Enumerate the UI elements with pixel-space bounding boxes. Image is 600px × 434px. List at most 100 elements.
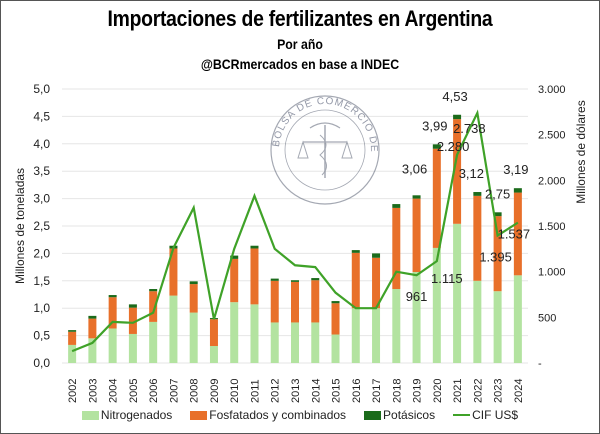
x-tick-label: 2006 [148, 379, 160, 403]
left-axis-label: Millones de toneladas [13, 168, 27, 284]
bar-potasicos [108, 295, 117, 298]
y-tick-label: 3,0 [33, 192, 50, 206]
x-tick-label: 2017 [371, 379, 383, 403]
right-axis-label: Millones de dólares [574, 100, 588, 203]
bar-fosfatados [372, 257, 381, 309]
bar-fosfatados [412, 198, 421, 273]
y-tick-label: 2,5 [33, 219, 50, 233]
bar-nitrogenados [372, 308, 381, 363]
bar-fosfatados [189, 284, 198, 313]
legend-item-nitrogenados: Nitrogenados [81, 408, 173, 422]
cif-value-label: 2.280 [437, 139, 470, 154]
bar-potasicos [351, 250, 360, 253]
bar-nitrogenados [291, 322, 299, 363]
x-tick-label: 2024 [513, 379, 525, 403]
y-tick-label: 1,5 [33, 274, 50, 288]
x-tick-label: 2012 [270, 379, 282, 403]
bar-potasicos [88, 315, 97, 319]
legend-swatch-cif [453, 414, 471, 416]
y-tick-label: 1,0 [33, 301, 50, 315]
bar-fosfatados [230, 258, 239, 303]
bar-nitrogenados [189, 312, 198, 363]
bcr-seal-logo: BOLSA DE COMERCIO DE ROSARIO [0, 0, 380, 205]
bar-fosfatados [291, 281, 299, 323]
watermark-text: BOLSA DE COMERCIO DE ROSARIO [0, 0, 379, 153]
cif-value-label: 2.738 [453, 121, 486, 136]
bar-potasicos [473, 192, 482, 196]
total-label: 2,75 [485, 186, 510, 201]
bar-nitrogenados [453, 223, 462, 363]
bar-potasicos [128, 304, 137, 308]
left-axis-ticks: 0,0 0,5 1,0 1,5 2,0 2,5 3,0 3,5 4,0 4,5 5,0 [33, 82, 50, 370]
x-tick-label: 2013 [290, 379, 302, 403]
x-tick-label: 2018 [391, 379, 403, 403]
x-tick-label: 2016 [351, 379, 363, 403]
legend-swatch-potasicos [364, 410, 382, 420]
bar-fosfatados [149, 291, 158, 322]
total-label: 4,53 [442, 89, 467, 104]
cif-value-label: 1.537 [498, 227, 531, 242]
bar-nitrogenados [412, 272, 421, 363]
bar-fosfatados [493, 216, 502, 292]
x-tick-label: 2005 [128, 379, 140, 403]
bar-potasicos [68, 330, 77, 332]
bar-nitrogenados [351, 308, 360, 363]
bar-nitrogenados [88, 338, 97, 363]
y-tick-label: 0,0 [33, 356, 50, 370]
y2-tick-label: 1.000 [538, 267, 566, 279]
bar-fosfatados [68, 331, 77, 345]
legend-label: Fosfatados y combinados [209, 408, 347, 422]
legend-label: Nitrogenados [100, 408, 173, 422]
bar-potasicos [230, 255, 239, 259]
x-tick-label: 2015 [331, 379, 343, 403]
total-label: 3,19 [503, 162, 528, 177]
legend: Nitrogenados Fosfatados y combinados Pot… [0, 408, 600, 422]
y-tick-label: 2,0 [33, 246, 50, 260]
bar-nitrogenados [331, 334, 340, 363]
y2-tick-label: 3.000 [538, 84, 566, 96]
cif-value-label: 961 [406, 289, 428, 304]
x-tick-label: 2010 [229, 379, 241, 403]
bar-nitrogenados [108, 328, 117, 363]
y2-tick-label: - [538, 358, 542, 370]
bar-fosfatados [513, 192, 522, 276]
bar-potasicos [412, 195, 421, 199]
bar-nitrogenados [392, 289, 401, 363]
bar-potasicos [493, 212, 502, 217]
y2-tick-label: 2.000 [538, 175, 566, 187]
x-tick-label: 2019 [412, 379, 424, 403]
bar-nitrogenados [493, 291, 502, 363]
chart-title: Importaciones de fertilizantes en Argent… [107, 6, 493, 31]
bar-fosfatados [88, 318, 97, 339]
bar-potasicos [291, 280, 299, 282]
x-tick-label: 2007 [168, 379, 180, 403]
legend-swatch-nitrogenados [81, 410, 99, 420]
y2-tick-label: 2.500 [538, 130, 566, 142]
bar-nitrogenados [432, 247, 441, 363]
bar-fosfatados [432, 148, 441, 248]
cif-value-label: 1.115 [431, 271, 463, 286]
bars [68, 114, 522, 363]
bar-potasicos [392, 204, 401, 208]
bar-nitrogenados [68, 344, 77, 363]
bar-potasicos [149, 289, 158, 292]
bar-fosfatados [128, 307, 137, 334]
y-tick-label: 5,0 [33, 82, 50, 96]
total-label: 3,06 [402, 161, 427, 176]
bar-fosfatados [250, 248, 259, 305]
bar-nitrogenados [128, 333, 137, 363]
x-tick-label: 2021 [452, 379, 464, 403]
bar-nitrogenados [230, 302, 239, 363]
legend-item-potasicos: Potásicos [364, 408, 435, 422]
bar-fosfatados [473, 195, 482, 281]
y-tick-label: 0,5 [33, 329, 50, 343]
legend-item-fosfatados: Fosfatados y combinados [190, 408, 346, 422]
bar-nitrogenados [149, 321, 158, 363]
bar-potasicos [311, 278, 320, 281]
bar-potasicos [189, 281, 198, 285]
total-label: 3,12 [459, 166, 484, 181]
bar-fosfatados [351, 252, 360, 309]
x-tick-label: 2004 [108, 379, 120, 403]
